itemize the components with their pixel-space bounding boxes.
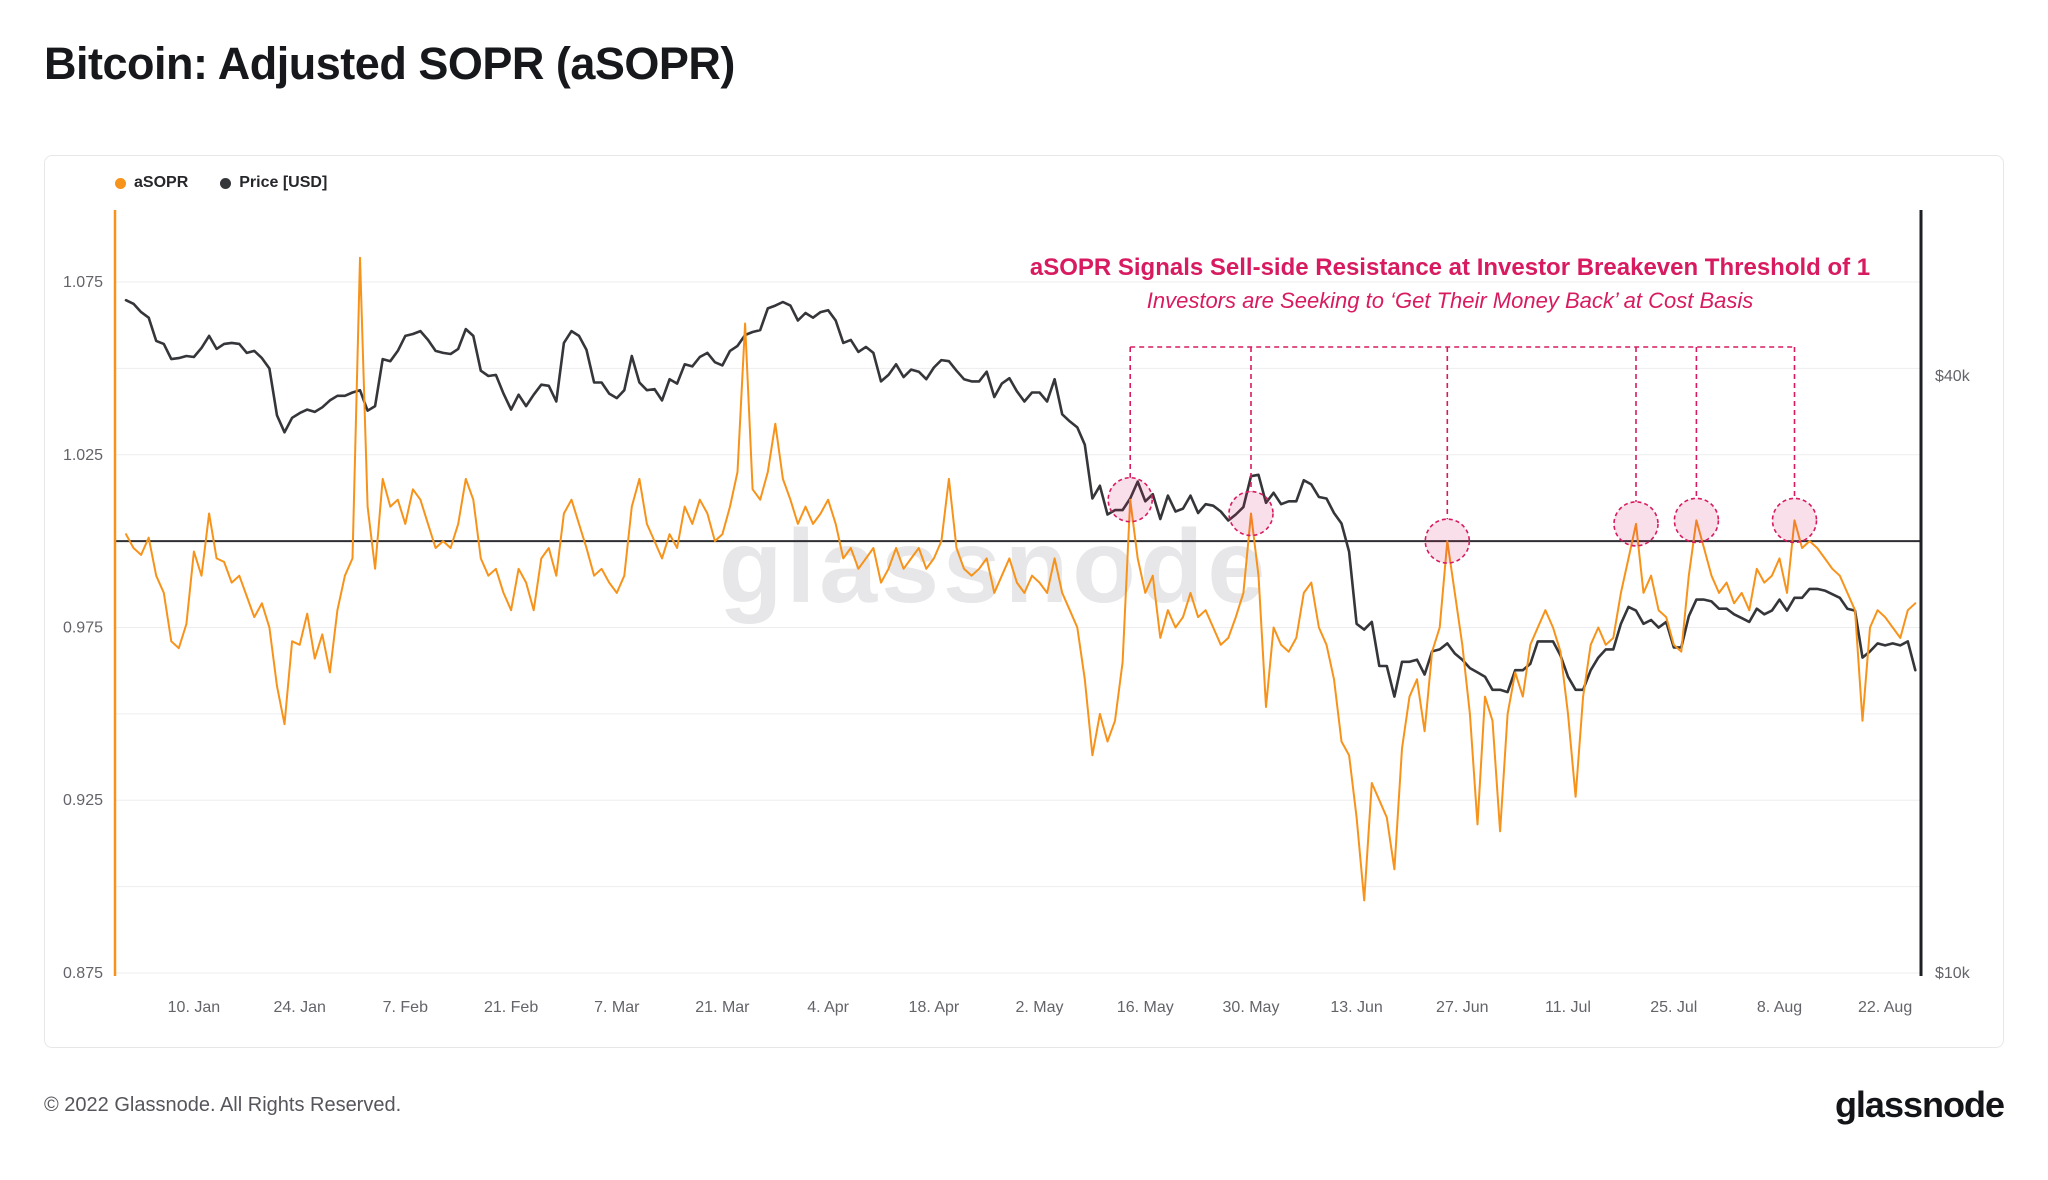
footer: © 2022 Glassnode. All Rights Reserved. g… <box>44 1084 2005 1126</box>
svg-text:10. Jan: 10. Jan <box>168 999 220 1016</box>
page-title: Bitcoin: Adjusted SOPR (aSOPR) <box>44 38 735 89</box>
price-legend-label: Price [USD] <box>239 174 328 191</box>
svg-text:4. Apr: 4. Apr <box>807 999 849 1016</box>
svg-text:21. Feb: 21. Feb <box>484 999 538 1016</box>
svg-text:0.975: 0.975 <box>63 620 103 637</box>
svg-text:16. May: 16. May <box>1117 999 1174 1016</box>
svg-text:27. Jun: 27. Jun <box>1436 999 1488 1016</box>
svg-text:$10k: $10k <box>1935 965 1971 982</box>
svg-text:7. Mar: 7. Mar <box>594 999 640 1016</box>
svg-text:0.925: 0.925 <box>63 792 103 809</box>
svg-text:2. May: 2. May <box>1015 999 1063 1016</box>
chart-plot-area[interactable]: 1.075 1.025 0.975 0.925 0.875 $40k $10k 10. Jan… <box>45 156 2005 1049</box>
legend-item-asopr[interactable]: aSOPR <box>115 174 188 192</box>
svg-text:1.075: 1.075 <box>63 274 103 291</box>
svg-text:11. Jul: 11. Jul <box>1545 999 1591 1016</box>
price-series-dot-icon <box>220 177 232 189</box>
svg-text:21. Mar: 21. Mar <box>695 999 750 1016</box>
legend-item-price[interactable]: Price [USD] <box>220 174 327 192</box>
glassnode-watermark: glassnode <box>718 509 1270 625</box>
chart-legend: aSOPR Price [USD] <box>115 174 327 192</box>
svg-text:25. Jul: 25. Jul <box>1650 999 1697 1016</box>
copyright-text: © 2022 Glassnode. All Rights Reserved. <box>44 1093 402 1116</box>
svg-text:0.875: 0.875 <box>63 965 103 982</box>
chart-card: aSOPR Price [USD] glassnode 1.075 1.025 0.… <box>44 155 2004 1048</box>
svg-text:13. Jun: 13. Jun <box>1330 999 1382 1016</box>
svg-text:$40k: $40k <box>1935 368 1971 385</box>
svg-text:24. Jan: 24. Jan <box>273 999 325 1016</box>
svg-text:7. Feb: 7. Feb <box>383 999 428 1016</box>
asopr-series-dot-icon <box>115 177 126 189</box>
svg-text:1.025: 1.025 <box>63 447 103 464</box>
svg-text:8. Aug: 8. Aug <box>1757 999 1802 1016</box>
svg-text:18. Apr: 18. Apr <box>909 999 960 1016</box>
svg-text:22. Aug: 22. Aug <box>1858 999 1912 1016</box>
asopr-legend-label: aSOPR <box>134 174 189 191</box>
glassnode-logo: glassnode <box>1834 1084 2005 1125</box>
svg-text:30. May: 30. May <box>1223 999 1280 1016</box>
